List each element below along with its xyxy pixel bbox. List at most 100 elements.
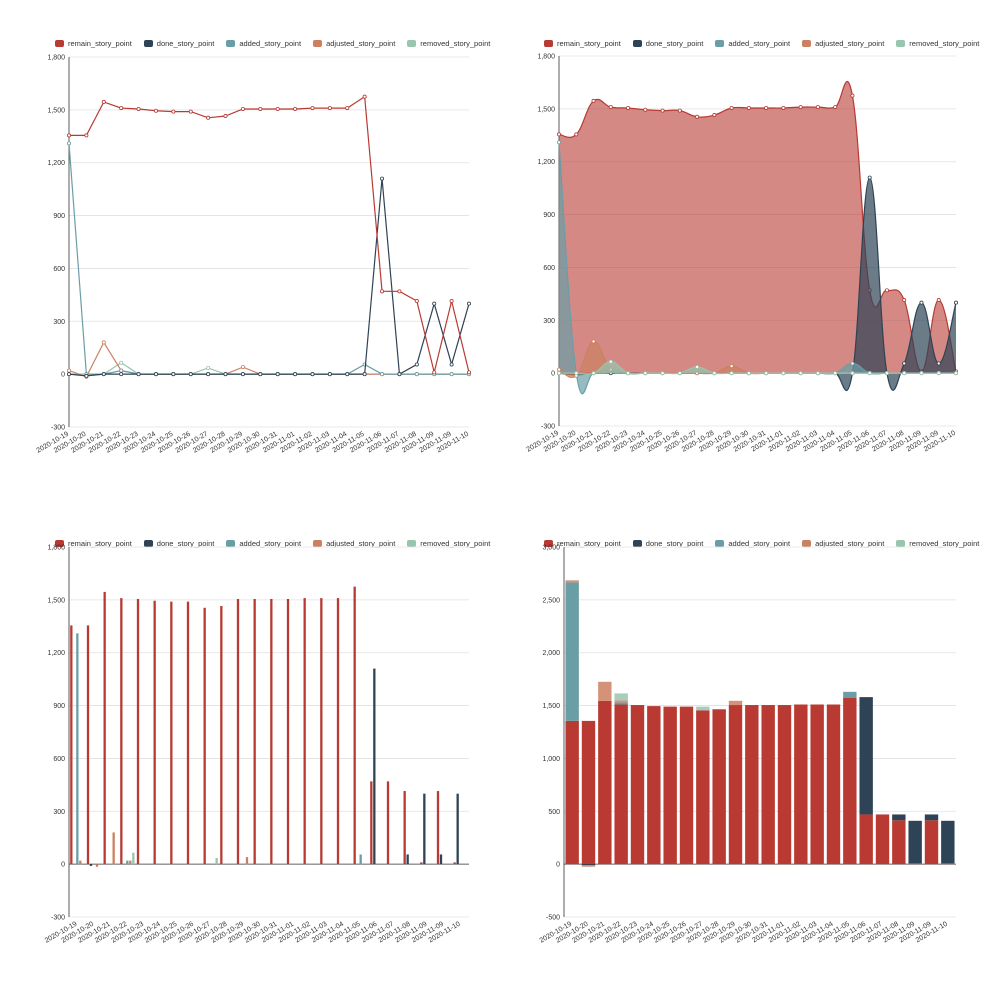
bar[interactable] (153, 600, 156, 865)
data-point[interactable] (293, 372, 298, 377)
data-point[interactable] (953, 371, 958, 376)
data-point[interactable] (188, 109, 193, 114)
bar[interactable] (436, 791, 440, 865)
data-point[interactable] (833, 105, 838, 110)
data-point[interactable] (119, 360, 124, 365)
data-point[interactable] (466, 370, 471, 375)
data-point[interactable] (643, 107, 648, 112)
bar-segment[interactable] (614, 693, 628, 701)
data-point[interactable] (327, 372, 332, 377)
data-point[interactable] (101, 372, 106, 377)
data-point[interactable] (574, 371, 579, 376)
bar[interactable] (186, 601, 190, 865)
bar[interactable] (386, 781, 390, 865)
data-point[interactable] (936, 298, 941, 303)
data-point[interactable] (449, 362, 454, 367)
data-point[interactable] (258, 106, 263, 111)
data-point[interactable] (432, 301, 437, 306)
data-point[interactable] (626, 105, 631, 110)
legend-item-done[interactable]: done_story_point (632, 539, 703, 548)
bar-segment[interactable] (761, 705, 775, 865)
bar-segment[interactable] (908, 863, 922, 865)
bar[interactable] (353, 586, 356, 865)
legend-item-remain[interactable]: remain_story_point (544, 39, 621, 48)
bar[interactable] (406, 854, 409, 865)
legend-item-remain[interactable]: remain_story_point (55, 39, 132, 48)
bar-segment[interactable] (712, 709, 726, 865)
data-point[interactable] (206, 372, 211, 377)
legend-item-added[interactable]: added_story_point (715, 539, 790, 548)
data-point[interactable] (345, 106, 350, 111)
data-point[interactable] (310, 106, 315, 111)
data-point[interactable] (557, 132, 562, 137)
bar-segment[interactable] (581, 720, 596, 865)
data-point[interactable] (884, 288, 889, 293)
bar-segment[interactable] (892, 814, 906, 821)
legend-item-adjusted[interactable]: adjusted_story_point (313, 39, 395, 48)
bar[interactable] (373, 668, 376, 865)
data-point[interactable] (557, 140, 562, 145)
data-point[interactable] (677, 371, 682, 376)
data-point[interactable] (240, 372, 245, 377)
data-point[interactable] (223, 114, 228, 119)
bar-segment[interactable] (810, 704, 824, 865)
legend-item-added[interactable]: added_story_point (226, 539, 301, 548)
legend-item-adjusted[interactable]: adjusted_story_point (802, 539, 884, 548)
bar[interactable] (79, 860, 82, 865)
data-point[interactable] (240, 365, 245, 370)
data-point[interactable] (643, 371, 648, 376)
data-point[interactable] (815, 371, 820, 376)
bar-segment[interactable] (859, 697, 873, 815)
bar[interactable] (320, 598, 323, 865)
bar[interactable] (86, 625, 90, 865)
bar[interactable] (215, 857, 218, 865)
data-point[interactable] (67, 133, 72, 138)
bar[interactable] (120, 598, 123, 865)
bar-segment[interactable] (728, 700, 743, 706)
bar-segment[interactable] (924, 814, 939, 821)
bar[interactable] (95, 864, 99, 867)
legend-item-added[interactable]: added_story_point (226, 39, 301, 48)
data-point[interactable] (626, 371, 631, 376)
bar[interactable] (126, 860, 129, 865)
data-point[interactable] (695, 114, 700, 119)
data-point[interactable] (764, 105, 769, 110)
bar-segment[interactable] (598, 681, 612, 701)
bar-segment[interactable] (598, 700, 612, 865)
data-point[interactable] (712, 371, 717, 376)
data-point[interactable] (206, 115, 211, 120)
bar[interactable] (76, 633, 79, 865)
data-point[interactable] (884, 371, 889, 376)
data-point[interactable] (240, 106, 245, 111)
data-point[interactable] (781, 371, 786, 376)
bar-segment[interactable] (630, 705, 645, 865)
data-point[interactable] (902, 371, 907, 376)
data-point[interactable] (67, 372, 72, 377)
data-point[interactable] (953, 300, 958, 305)
bar[interactable] (336, 598, 340, 865)
bar-segment[interactable] (581, 864, 596, 866)
data-point[interactable] (414, 372, 419, 377)
data-point[interactable] (153, 372, 158, 377)
bar-segment[interactable] (565, 580, 579, 583)
legend-item-removed[interactable]: removed_story_point (407, 539, 490, 548)
data-point[interactable] (466, 301, 471, 306)
data-point[interactable] (397, 372, 402, 377)
data-point[interactable] (380, 289, 385, 294)
data-point[interactable] (414, 299, 419, 304)
bar-segment[interactable] (614, 700, 628, 703)
bar[interactable] (103, 591, 106, 865)
data-point[interactable] (67, 141, 72, 146)
data-point[interactable] (902, 361, 907, 366)
data-point[interactable] (223, 372, 228, 377)
data-point[interactable] (327, 106, 332, 111)
data-point[interactable] (591, 371, 596, 376)
bar[interactable] (439, 854, 443, 865)
data-point[interactable] (449, 299, 454, 304)
data-point[interactable] (310, 372, 315, 377)
data-point[interactable] (397, 289, 402, 294)
bar[interactable] (236, 598, 240, 865)
data-point[interactable] (206, 365, 211, 370)
bar[interactable] (253, 598, 256, 865)
legend-item-added[interactable]: added_story_point (715, 39, 790, 48)
